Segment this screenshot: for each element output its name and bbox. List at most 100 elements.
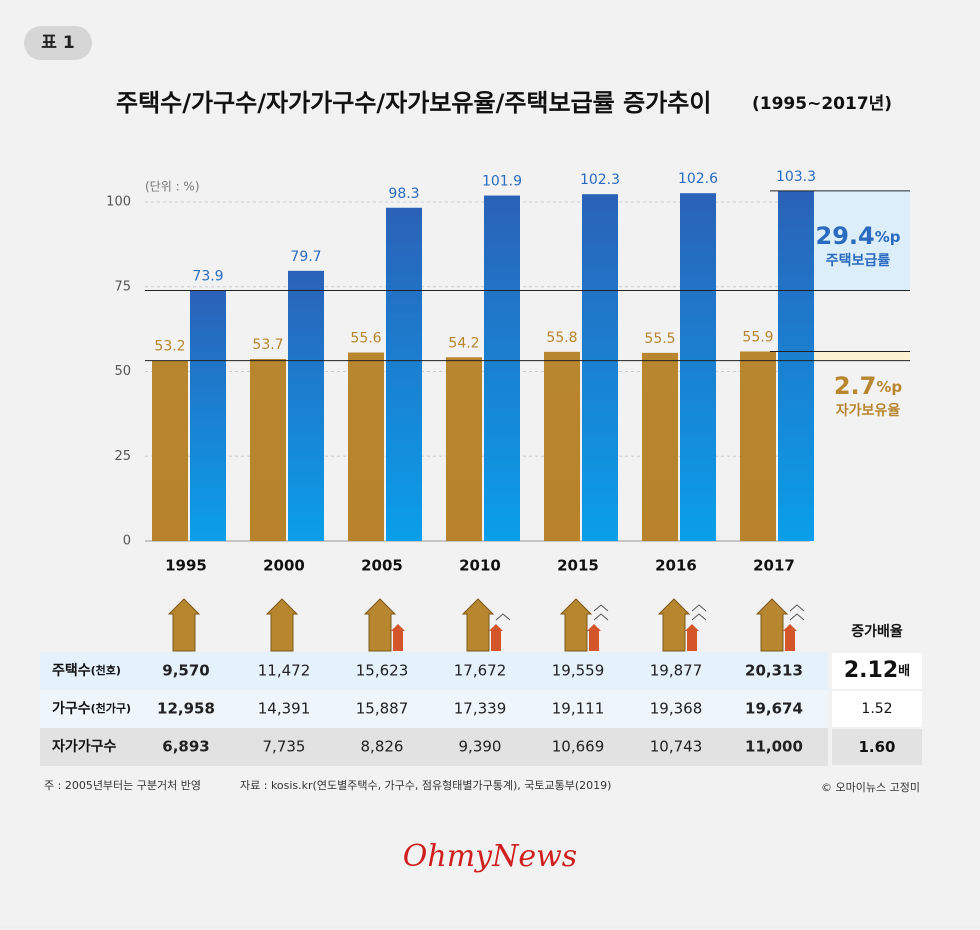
house-icon: [755, 598, 789, 652]
value-label: 98.3: [388, 186, 419, 202]
x-tick-label: 2010: [459, 557, 501, 575]
table-cell: 19,368: [650, 700, 703, 718]
value-label: 73.9: [192, 268, 223, 284]
x-tick-label: 2000: [263, 557, 305, 575]
badge-bg: [24, 26, 92, 60]
bar: [484, 195, 520, 541]
highlight-gold: [812, 351, 910, 361]
bar: [190, 290, 226, 541]
table-cell: 10,669: [552, 738, 605, 756]
chart-title: 주택수/가구수/자가가구수/자가보유율/주택보급률 증가추이: [116, 89, 711, 117]
x-tick-label: 2005: [361, 557, 403, 575]
value-label: 101.9: [482, 174, 522, 190]
bar: [386, 207, 422, 541]
value-label: 55.6: [350, 331, 381, 347]
y-tick-label: 75: [114, 279, 131, 294]
table-cell: 19,877: [650, 662, 703, 680]
value-label: 55.9: [742, 329, 773, 345]
table-cell: 17,672: [454, 662, 507, 680]
logo: OhmyNews: [403, 839, 577, 874]
table-cell: 19,674: [745, 700, 803, 718]
house-icon: [167, 598, 201, 652]
table-row-bg: [40, 690, 828, 728]
y-tick-label: 0: [123, 534, 131, 549]
table-row-bg: [40, 652, 828, 690]
table-cell: 8,826: [361, 738, 404, 756]
table-header: 증가배율: [851, 623, 903, 640]
annotation-label: 자가보유율: [836, 402, 901, 419]
table-cell: 9,570: [162, 662, 209, 680]
value-label: 53.2: [154, 339, 185, 355]
house-small: [489, 624, 503, 651]
chevron: [691, 604, 707, 612]
table-cell: 7,735: [263, 738, 306, 756]
chevron: [789, 604, 805, 612]
x-tick-label: 2016: [655, 557, 697, 575]
bar: [348, 352, 384, 541]
ratio-value: 1.52: [861, 701, 892, 717]
table-cell: 10,743: [650, 738, 703, 756]
ratio-cell: [832, 729, 922, 765]
value-label: 54.2: [448, 335, 479, 351]
bar: [152, 360, 188, 541]
row-label-text: 주택수: [52, 662, 91, 679]
y-tick-label: 100: [106, 195, 131, 210]
footnote: 주 : 2005년부터는 구분거처 반영: [44, 779, 201, 792]
ratio-value: 2.12: [844, 658, 898, 683]
bar: [582, 194, 618, 541]
chevron: [593, 613, 609, 621]
table-cell: 12,958: [157, 700, 215, 718]
y-tick-label: 25: [114, 449, 131, 464]
table-cell: 9,390: [459, 738, 502, 756]
row-label: 주택수(천호): [52, 662, 121, 679]
house-icon: [559, 598, 593, 652]
table-cell: 19,111: [552, 700, 605, 718]
table-cell: 11,000: [745, 738, 803, 756]
ratio: 1.52: [861, 701, 892, 717]
annotation-value: 29.4%p: [816, 222, 901, 250]
highlight-blue: [812, 190, 910, 291]
annotation-unit: %p: [876, 378, 902, 396]
table-cell: 6,893: [162, 738, 209, 756]
annotation-value: 2.7%p: [834, 372, 903, 400]
house-icon: [657, 598, 691, 652]
table-cell: 19,559: [552, 662, 605, 680]
annotation-unit: %p: [875, 228, 901, 246]
annotation-number: 29.4: [816, 222, 875, 250]
credit: © 오마이뉴스 고정미: [821, 781, 920, 794]
ratio-cell: [832, 653, 922, 689]
table-cell: 11,472: [258, 662, 311, 680]
table-row-bg: [40, 728, 828, 766]
row-label: 가구수(천가구): [52, 701, 131, 717]
house-icon: [363, 598, 397, 652]
value-label: 102.3: [580, 172, 620, 188]
value-label: 102.6: [678, 171, 718, 187]
ratio-unit: 배: [898, 663, 910, 679]
house-icon: [265, 598, 299, 652]
table-cell: 15,623: [356, 662, 409, 680]
table-cell: 17,339: [454, 700, 507, 718]
source: 자료 : kosis.kr(연도별주택수, 가구수, 점유형태별가구통계), 국…: [240, 779, 611, 792]
ratio: 2.12배: [844, 658, 910, 683]
chevron: [691, 613, 707, 621]
bar: [544, 351, 580, 541]
row-label-unit: (천가구): [91, 701, 131, 715]
value-label: 103.3: [776, 169, 816, 185]
y-tick-label: 50: [114, 364, 131, 379]
bar: [778, 190, 814, 542]
table-cell: 20,313: [745, 662, 803, 680]
row-label-unit: (천호): [91, 663, 121, 677]
ratio-cell: [832, 691, 922, 727]
bar: [288, 270, 324, 541]
badge: 표 1: [41, 33, 74, 53]
value-label: 55.5: [644, 331, 675, 347]
unit-label: (단위 : %): [145, 180, 200, 194]
house-small: [391, 624, 405, 651]
ratio-value: 1.60: [858, 738, 895, 756]
ratio: 1.60: [858, 738, 895, 756]
chevron: [789, 613, 805, 621]
x-tick-label: 2015: [557, 557, 599, 575]
house-small: [685, 624, 699, 651]
bar: [446, 357, 482, 541]
